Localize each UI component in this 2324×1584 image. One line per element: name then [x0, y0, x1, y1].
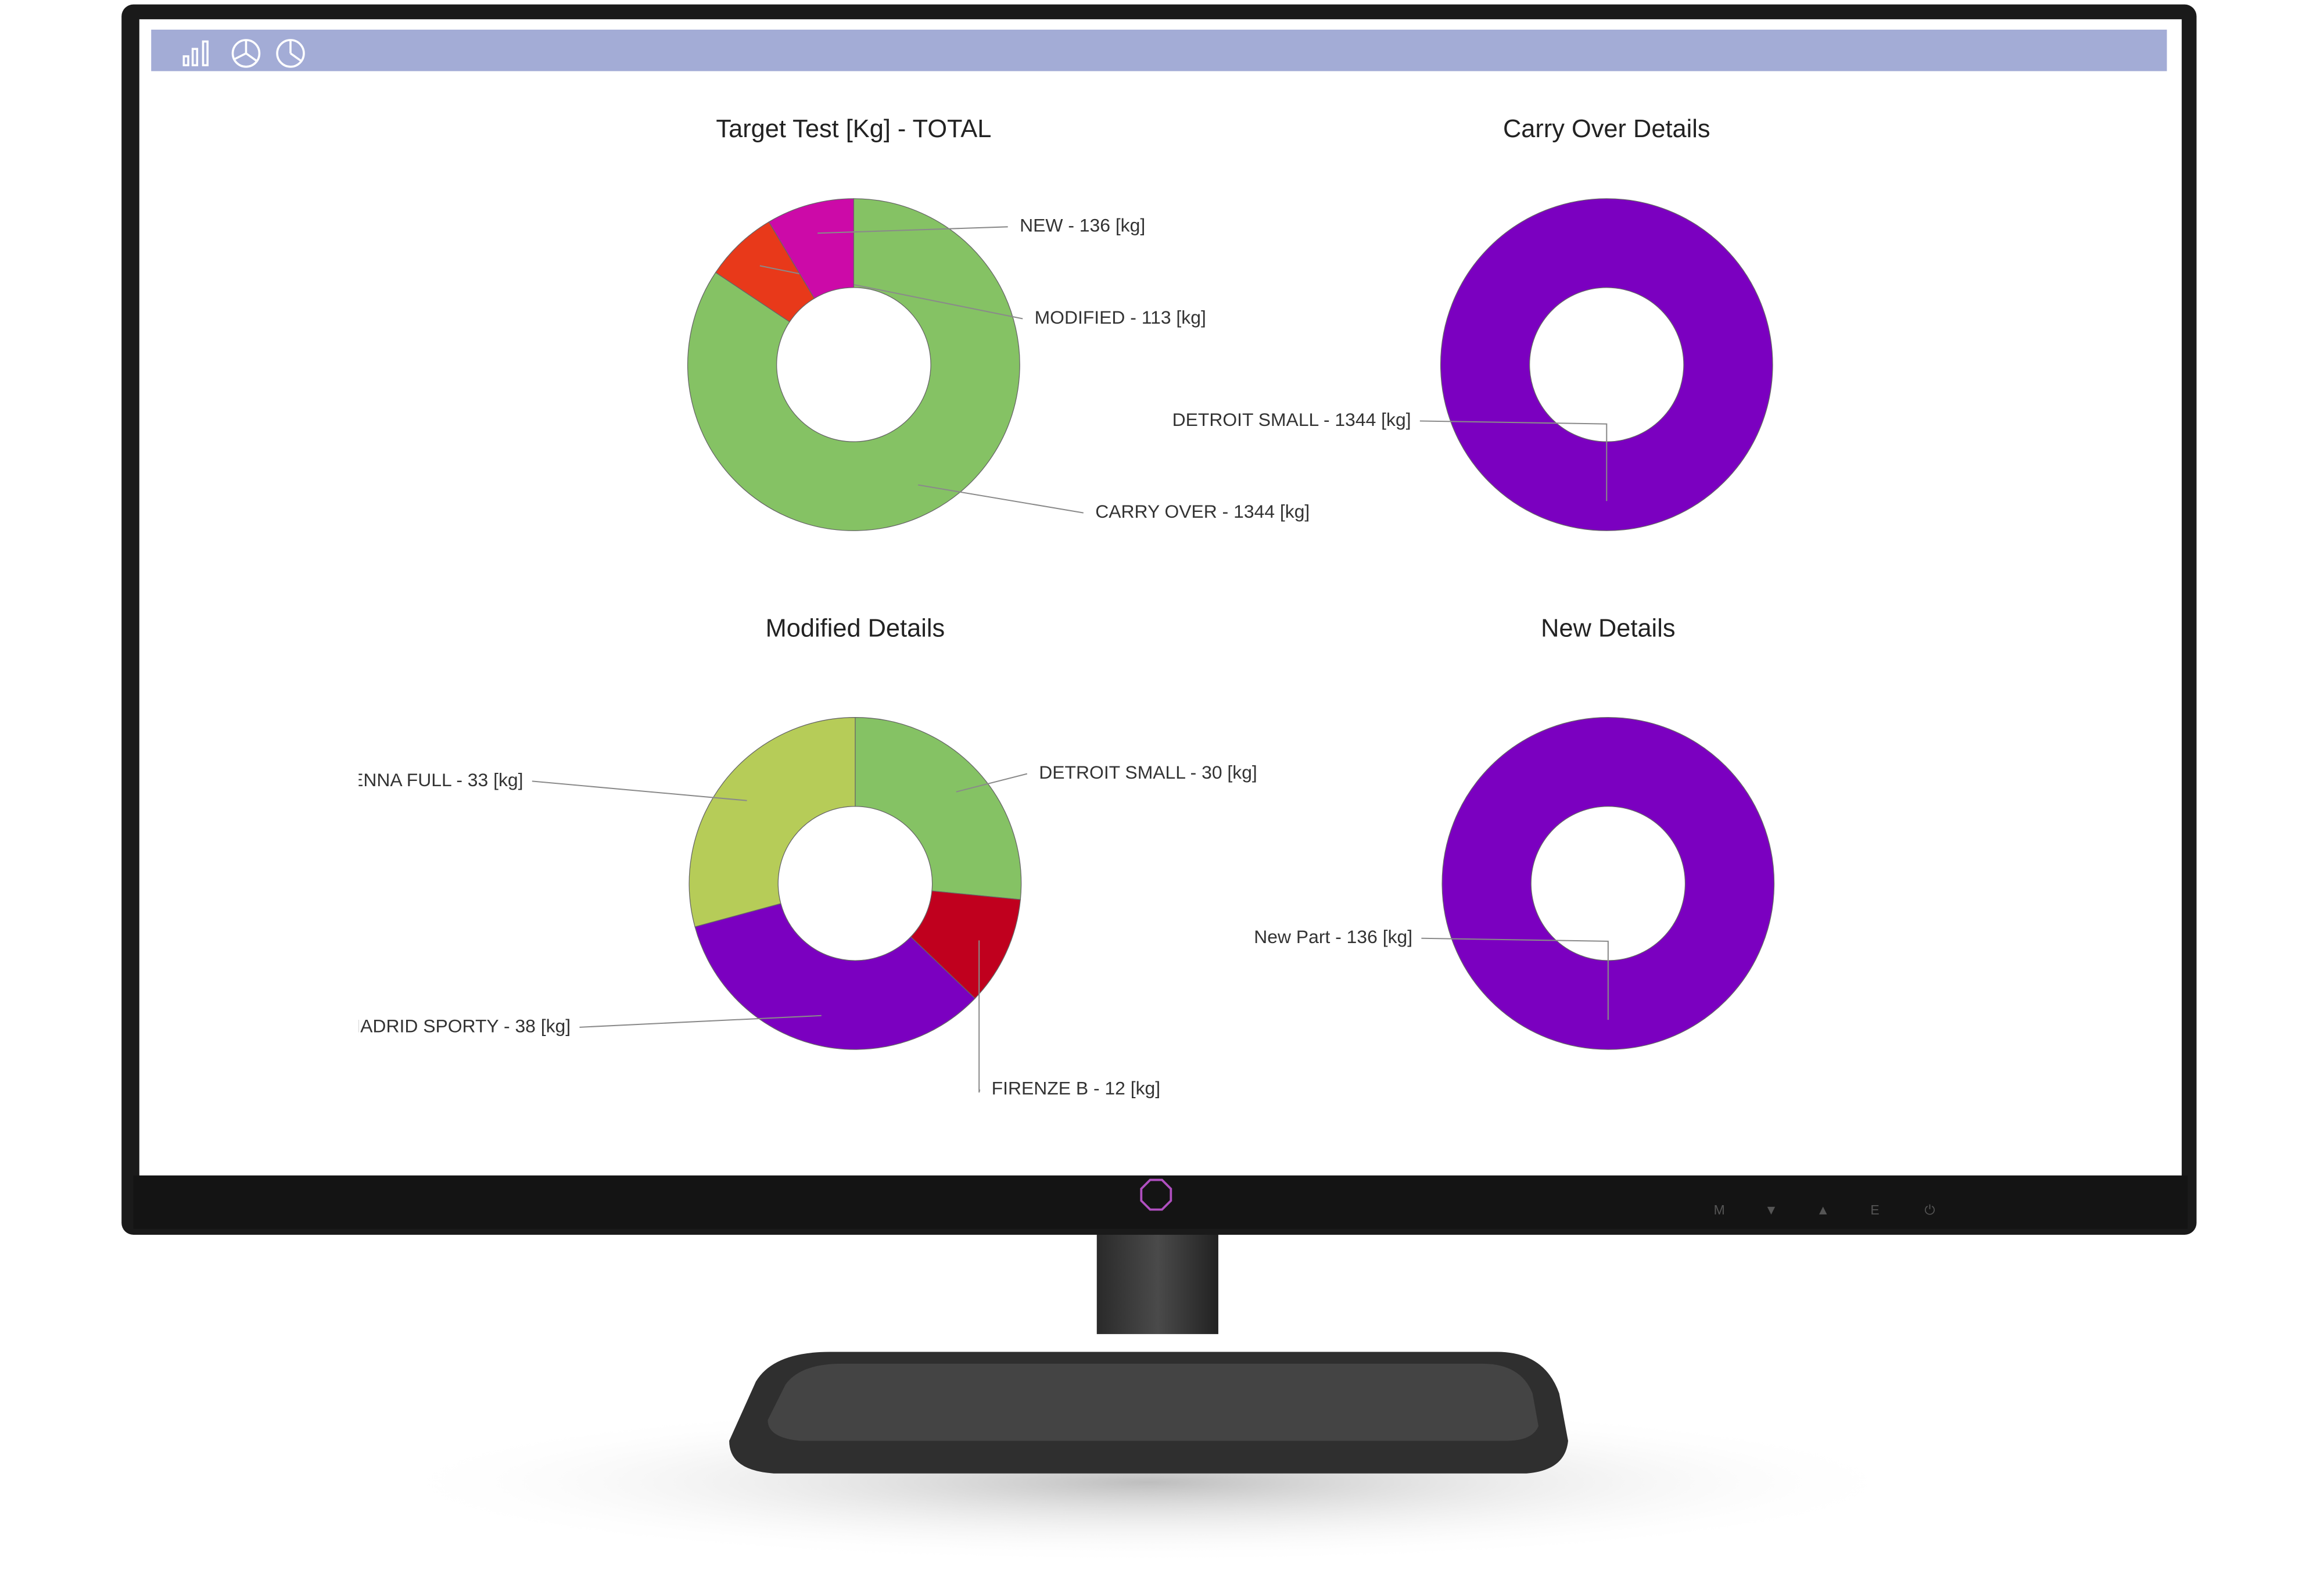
- stand-neck: [1096, 1227, 1218, 1334]
- pie-chart: Target Test [Kg] - TOTAL CARRY OVER - 134…: [687, 115, 1310, 531]
- data-label: MADRID SPORTY - 38 [kg]: [345, 1015, 571, 1036]
- monitor-button: ⏻: [1924, 1202, 1935, 1217]
- chart-title: Target Test [Kg] - TOTAL: [716, 115, 991, 143]
- donut-slice: [688, 717, 856, 927]
- donut-slice: [1440, 198, 1773, 531]
- monitor-button: E: [1870, 1202, 1879, 1217]
- chart-title: Modified Details: [766, 615, 945, 643]
- leader-line: [978, 940, 981, 1093]
- leader-line: [917, 484, 1084, 514]
- pie-chart: Modified Details DETROIT SMALL - 30 [kg] F…: [333, 615, 1257, 1099]
- monitor-button: M: [1714, 1202, 1725, 1217]
- data-label: VIENNA FULL - 33 [kg]: [333, 769, 523, 790]
- chart-title: Carry Over Details: [1503, 115, 1710, 143]
- monitor-button: ▼: [1764, 1202, 1778, 1217]
- pie-chart: New Details New Part - 136 [kg]: [1254, 615, 1775, 1050]
- charts: Target Test [Kg] - TOTAL CARRY OVER - 134…: [333, 115, 1775, 1099]
- donut-slice: [694, 903, 976, 1050]
- leader-line: [956, 773, 1028, 793]
- leader-line: [817, 226, 1008, 234]
- monitor-buttons: M ▼ ▲ E ⏻: [1714, 1202, 1935, 1217]
- leader-line: [1419, 420, 1608, 501]
- data-label: DETROIT SMALL - 1344 [kg]: [1172, 409, 1411, 430]
- pie-chart: Carry Over Details DETROIT SMALL - 1344 […: [1172, 115, 1773, 531]
- data-label: CARRY OVER - 1344 [kg]: [1095, 501, 1310, 522]
- toolbar: [151, 30, 2167, 71]
- data-label: MODIFIED - 113 [kg]: [1035, 307, 1206, 328]
- donut-slice: [768, 198, 855, 299]
- data-label: New Part - 136 [kg]: [1254, 926, 1412, 947]
- data-label: DETROIT SMALL - 30 [kg]: [1039, 762, 1257, 783]
- stand-tray: [768, 1363, 1538, 1441]
- bottom-bezel: [133, 1175, 2188, 1229]
- donut-slice: [687, 198, 1020, 531]
- chart-title: New Details: [1541, 615, 1675, 643]
- logo: [1140, 1178, 1172, 1211]
- bar-icon[interactable]: [182, 55, 189, 67]
- data-label: FIRENZE B - 12 [kg]: [992, 1077, 1160, 1098]
- toolbar-icons: [182, 39, 305, 68]
- leader-line: [579, 1015, 822, 1028]
- monitor-button: ▲: [1816, 1202, 1830, 1217]
- screen: [139, 19, 2182, 1176]
- leader-line: [532, 780, 747, 801]
- data-label: NEW - 136 [kg]: [1020, 215, 1145, 236]
- donut-slice: [855, 717, 1022, 900]
- leader-line: [1421, 937, 1609, 1020]
